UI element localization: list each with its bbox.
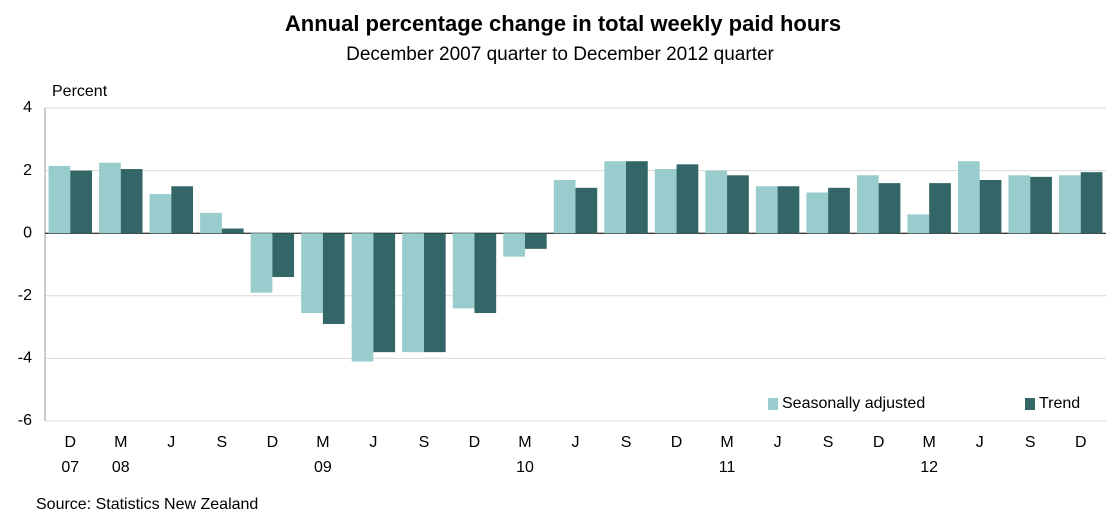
bar [1008, 175, 1031, 234]
bar [777, 186, 800, 234]
legend-label: Seasonally adjusted [782, 395, 925, 412]
x-tick-label: J [976, 434, 984, 451]
x-tick-label: S [216, 434, 227, 451]
legend-swatch [768, 398, 778, 410]
bar [1059, 175, 1081, 234]
bar [70, 170, 92, 234]
x-tick-label: D [873, 434, 885, 451]
x-tick-label: M [114, 434, 127, 451]
bar [474, 233, 497, 314]
bar [402, 233, 424, 353]
bar [120, 169, 143, 234]
x-year-label: 09 [314, 459, 332, 476]
x-tick-label: M [316, 434, 329, 451]
x-year-label: 12 [920, 459, 938, 476]
bar [351, 233, 374, 362]
bar [979, 179, 1002, 234]
bar [878, 183, 901, 234]
x-tick-label: S [1025, 434, 1036, 451]
legend-swatch [1025, 398, 1035, 410]
y-tick-label: -6 [18, 412, 32, 429]
source: Source: Statistics New Zealand [36, 496, 258, 513]
bar [221, 228, 244, 234]
bar [907, 214, 930, 234]
bar [957, 161, 980, 234]
bar [99, 162, 121, 234]
x-tick-label: D [1075, 434, 1087, 451]
y-tick-label: 2 [23, 162, 32, 179]
x-tick-label: D [671, 434, 683, 451]
bar [1080, 172, 1103, 234]
bar [503, 233, 525, 257]
x-tick-label: D [469, 434, 481, 451]
y-tick-label: 4 [23, 99, 32, 116]
x-tick-label: D [64, 434, 76, 451]
bar [200, 212, 222, 234]
x-tick-label: S [419, 434, 430, 451]
bar [301, 233, 323, 314]
x-tick-label: J [167, 434, 175, 451]
bar [1030, 176, 1052, 234]
y-tick-label: -4 [18, 350, 32, 367]
legend-label: Trend [1039, 395, 1080, 412]
bar [452, 233, 475, 309]
bar [272, 233, 295, 278]
bar [373, 233, 396, 353]
bar [48, 165, 71, 234]
x-year-label: 07 [61, 459, 79, 476]
bar [929, 183, 951, 234]
bar [654, 169, 677, 234]
y-tick-label: 0 [23, 224, 32, 241]
bar [149, 194, 172, 234]
bar [604, 161, 627, 234]
chart-subtitle: December 2007 quarter to December 2012 q… [346, 44, 774, 65]
bar [524, 233, 547, 249]
x-tick-label: S [621, 434, 632, 451]
bar [676, 164, 699, 234]
bar [553, 179, 576, 234]
chart-title: Annual percentage change in total weekly… [285, 11, 841, 36]
x-year-label: 08 [112, 459, 130, 476]
bar [250, 233, 273, 293]
x-tick-label: J [369, 434, 377, 451]
bar [705, 170, 728, 234]
x-tick-label: M [518, 434, 531, 451]
x-tick-label: J [774, 434, 782, 451]
bar [806, 192, 829, 234]
x-tick-label: S [823, 434, 834, 451]
bar [626, 161, 648, 234]
x-year-label: 10 [516, 459, 534, 476]
x-year-label: 11 [719, 459, 736, 476]
bar [856, 175, 879, 234]
y-axis-label: Percent [52, 83, 108, 100]
bar [171, 186, 194, 234]
x-tick-label: D [267, 434, 279, 451]
bar [755, 186, 778, 234]
bar [828, 187, 850, 234]
bar [727, 175, 749, 234]
x-tick-label: J [572, 434, 580, 451]
bar [575, 187, 598, 234]
x-tick-label: M [923, 434, 936, 451]
bar [322, 233, 345, 324]
x-tick-label: M [720, 434, 733, 451]
bar [423, 233, 446, 353]
y-tick-label: -2 [18, 287, 32, 304]
